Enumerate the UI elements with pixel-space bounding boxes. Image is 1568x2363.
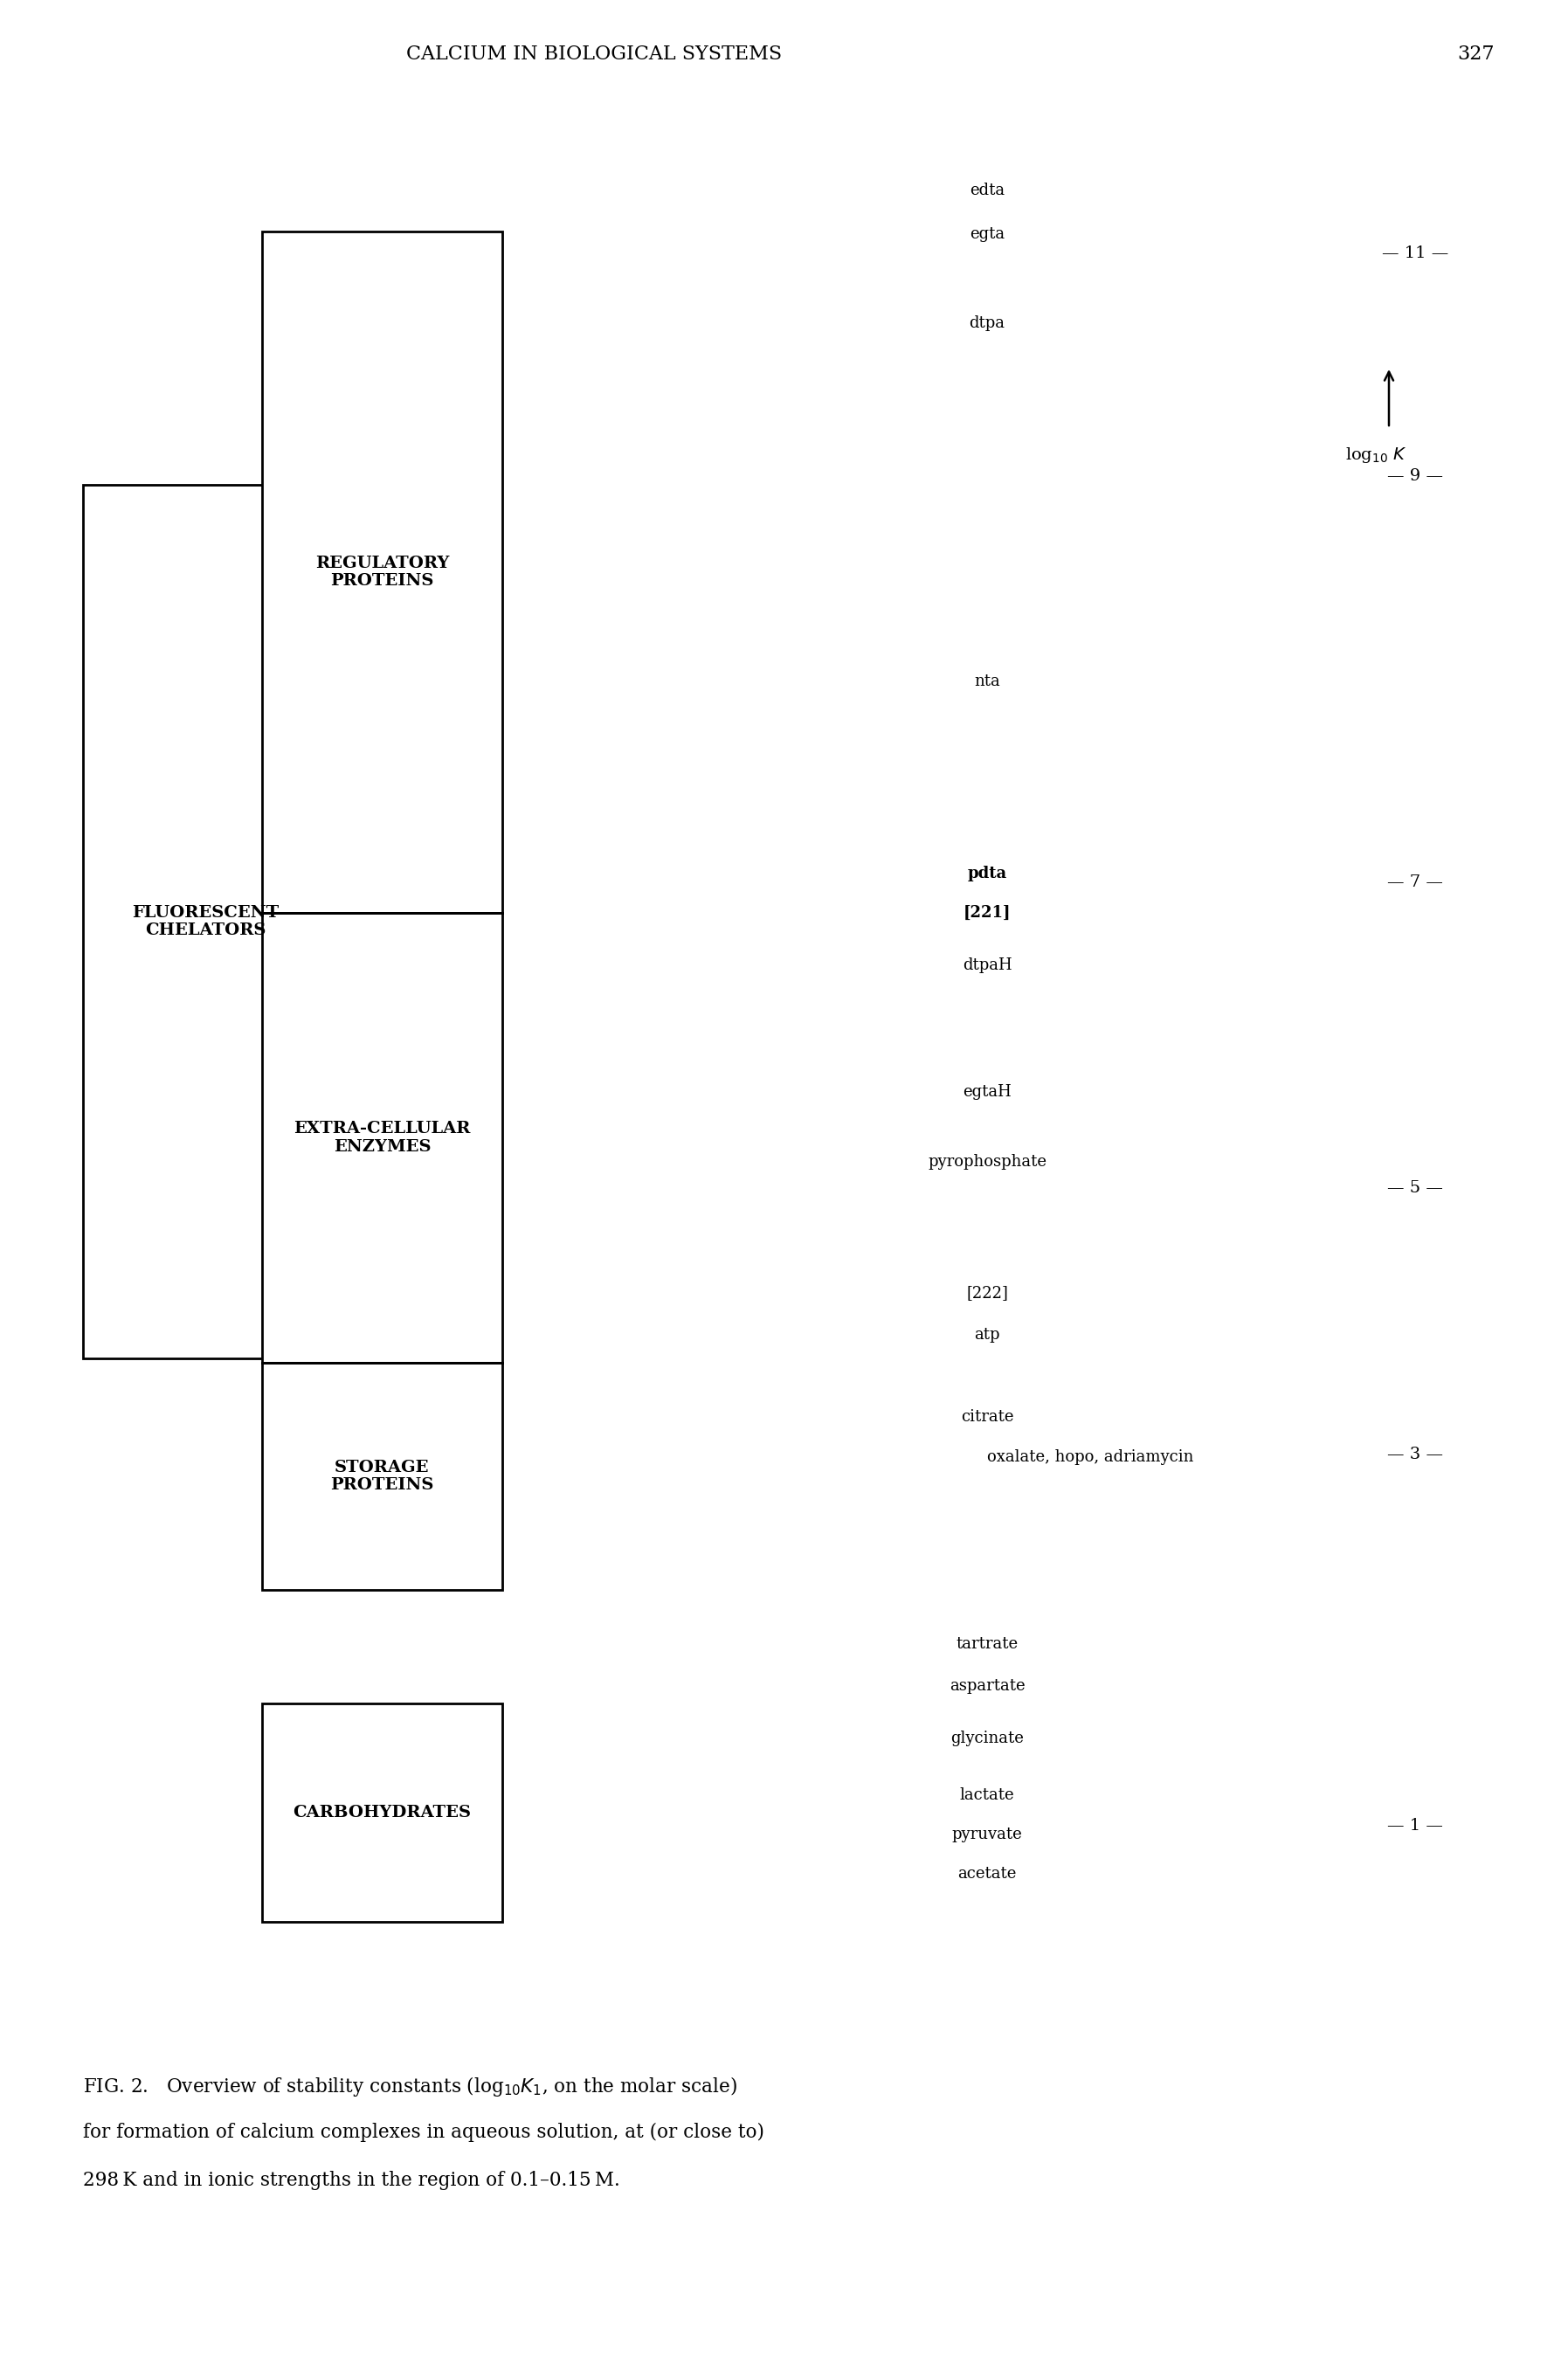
Text: [221]: [221] [963, 905, 1011, 922]
Text: dtpaH: dtpaH [963, 957, 1011, 974]
Bar [83, 484, 328, 1359]
Text: — 3 —: — 3 — [1388, 1446, 1443, 1463]
Text: aspartate: aspartate [949, 1678, 1025, 1694]
Text: citrate: citrate [961, 1408, 1013, 1425]
Text: log$_{10}$ $K$: log$_{10}$ $K$ [1345, 447, 1406, 466]
Bar [262, 912, 502, 1363]
Text: REGULATORY
PROTEINS: REGULATORY PROTEINS [315, 555, 448, 588]
Text: edta: edta [969, 182, 1005, 198]
Text: pyruvate: pyruvate [952, 1827, 1022, 1843]
Text: nta: nta [974, 673, 1000, 690]
Text: pdta: pdta [967, 865, 1007, 881]
Text: — 11 —: — 11 — [1381, 246, 1449, 262]
Text: egta: egta [969, 227, 1005, 241]
Text: dtpa: dtpa [969, 314, 1005, 331]
Text: 298 K and in ionic strengths in the region of 0.1–0.15 M.: 298 K and in ionic strengths in the regi… [83, 2172, 619, 2191]
Text: glycinate: glycinate [950, 1730, 1024, 1746]
Bar [262, 1704, 502, 1921]
Text: oxalate, hopo, adriamycin: oxalate, hopo, adriamycin [988, 1449, 1193, 1465]
Text: atp: atp [974, 1328, 1000, 1342]
Text: CARBOHYDRATES: CARBOHYDRATES [293, 1805, 472, 1820]
Text: acetate: acetate [958, 1867, 1016, 1881]
Bar [262, 1363, 502, 1590]
Text: F$\mathregular{IG}$. 2.   Overview of stability constants (log$_{10}$$K_1$, on t: F$\mathregular{IG}$. 2. Overview of stab… [83, 2075, 737, 2098]
Text: egtaH: egtaH [963, 1085, 1011, 1099]
Text: tartrate: tartrate [956, 1635, 1018, 1652]
Text: for formation of calcium complexes in aqueous solution, at (or close to): for formation of calcium complexes in aq… [83, 2122, 764, 2143]
Text: EXTRA-CELLULAR
ENZYMES: EXTRA-CELLULAR ENZYMES [293, 1120, 470, 1156]
Text: STORAGE
PROTEINS: STORAGE PROTEINS [331, 1460, 434, 1493]
Text: CALCIUM IN BIOLOGICAL SYSTEMS: CALCIUM IN BIOLOGICAL SYSTEMS [406, 45, 782, 64]
Text: FLUORESCENT
CHELATORS: FLUORESCENT CHELATORS [132, 905, 279, 938]
Text: — 5 —: — 5 — [1388, 1179, 1443, 1196]
Text: pyrophosphate: pyrophosphate [928, 1153, 1046, 1170]
Bar [262, 232, 502, 912]
Text: — 9 —: — 9 — [1388, 468, 1443, 484]
Text: lactate: lactate [960, 1786, 1014, 1803]
Text: — 7 —: — 7 — [1388, 874, 1443, 891]
Text: [222]: [222] [966, 1285, 1008, 1300]
Text: 327: 327 [1458, 45, 1494, 64]
Text: — 1 —: — 1 — [1388, 1817, 1443, 1834]
